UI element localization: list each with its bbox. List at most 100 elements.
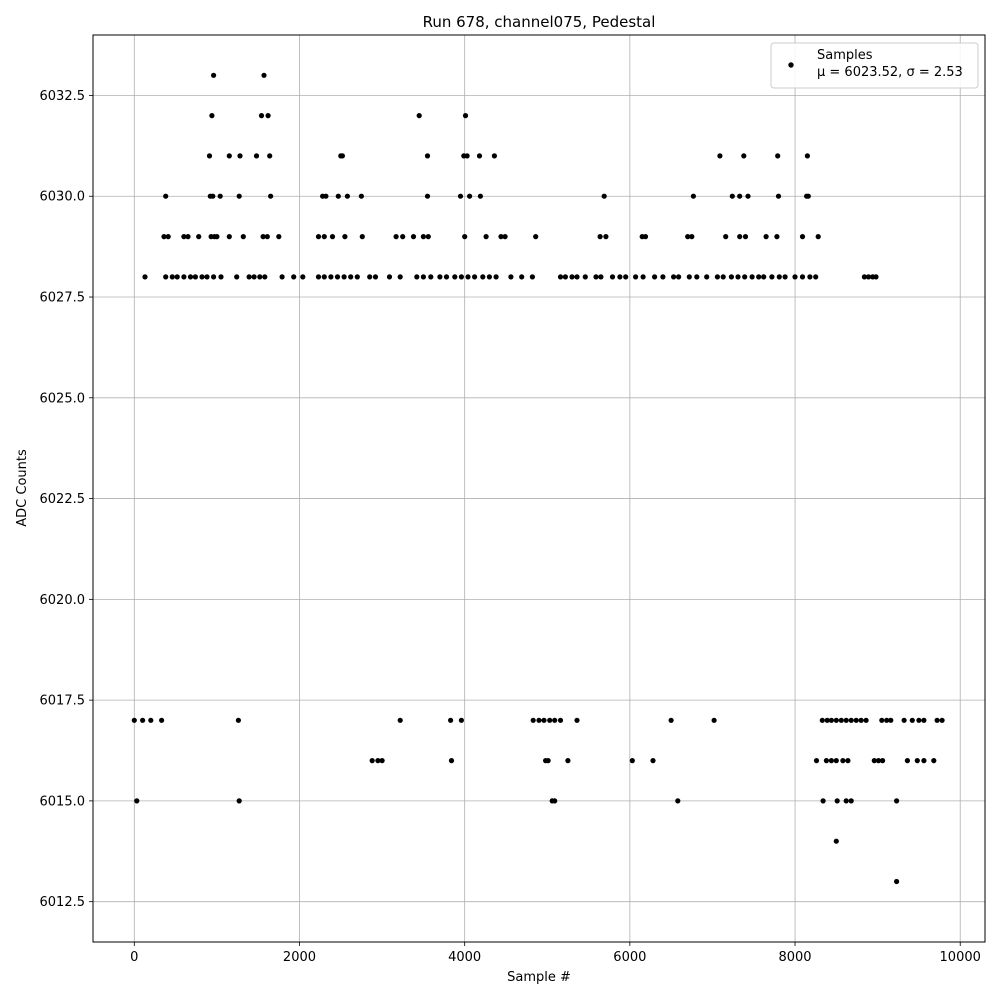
data-point (675, 798, 681, 804)
data-point (916, 717, 922, 723)
data-point (650, 758, 656, 764)
data-point (552, 717, 558, 723)
data-point (884, 717, 890, 723)
data-point (187, 274, 194, 280)
data-point (629, 758, 635, 764)
data-point (218, 274, 224, 280)
data-point (315, 274, 322, 280)
legend-stats: μ = 6023.52, σ = 2.53 (817, 65, 963, 80)
data-point (815, 234, 821, 240)
data-point (502, 234, 508, 240)
data-point (359, 234, 365, 240)
data-point (342, 234, 348, 240)
data-point (375, 758, 381, 764)
data-point (321, 234, 327, 240)
data-point (279, 274, 285, 280)
data-point (676, 274, 682, 280)
data-point (165, 234, 171, 240)
data-point (226, 234, 232, 240)
data-point (690, 193, 697, 199)
data-point (848, 717, 854, 723)
data-point (834, 798, 840, 804)
data-point (420, 274, 426, 280)
data-point (617, 274, 623, 280)
data-point (234, 274, 240, 280)
data-point (196, 234, 202, 240)
data-point (894, 878, 900, 885)
data-point (723, 234, 729, 240)
data-point (204, 274, 210, 280)
data-point (805, 193, 811, 199)
x-tick-label: 0 (130, 950, 138, 965)
data-point (840, 758, 846, 764)
data-point (344, 193, 350, 199)
data-point (668, 717, 674, 723)
data-point (493, 274, 499, 280)
x-tick-label: 10000 (940, 950, 981, 965)
data-point (838, 717, 844, 723)
data-point (939, 717, 945, 723)
data-point (541, 717, 547, 723)
data-point (467, 193, 473, 199)
grid (93, 35, 985, 942)
data-point (397, 717, 403, 723)
data-point (863, 717, 869, 723)
data-point (742, 274, 748, 280)
data-point (909, 717, 915, 723)
data-point (756, 274, 762, 280)
legend-marker (788, 62, 794, 68)
data-point (226, 153, 232, 159)
data-point (163, 193, 169, 199)
data-point (348, 274, 354, 280)
data-point (774, 234, 780, 240)
data-point (686, 274, 692, 280)
data-point (339, 153, 345, 159)
data-point (598, 274, 604, 280)
data-point (192, 274, 198, 280)
data-point (354, 274, 360, 280)
data-point (262, 274, 268, 280)
data-point (257, 274, 263, 280)
legend-series-name: Samples (817, 48, 873, 63)
data-point (623, 274, 629, 280)
data-point (574, 717, 580, 723)
data-point (557, 717, 564, 723)
data-point (685, 234, 691, 240)
y-tick-label: 6025.0 (40, 391, 86, 406)
plot-frame (92, 34, 986, 943)
data-point (776, 274, 782, 280)
data-point (246, 274, 252, 280)
data-point (464, 153, 470, 159)
data-point (483, 234, 489, 240)
data-point (315, 234, 322, 240)
data-point (694, 274, 700, 280)
data-point (833, 758, 839, 764)
data-point (410, 234, 417, 240)
data-point (557, 274, 564, 280)
x-tick-label: 2000 (283, 950, 316, 965)
data-point (240, 234, 246, 240)
data-point (276, 234, 282, 240)
data-point (742, 234, 749, 240)
y-axis-label: ADC Counts (15, 449, 30, 527)
data-point (843, 798, 849, 804)
data-point (210, 193, 216, 199)
data-point (472, 274, 478, 280)
data-point (386, 274, 393, 280)
data-point (458, 717, 464, 723)
data-point (253, 153, 260, 159)
data-point (335, 193, 341, 199)
data-point (871, 758, 877, 764)
data-point (603, 234, 609, 240)
data-point (536, 717, 542, 723)
data-point (717, 153, 723, 159)
data-point (424, 153, 431, 159)
data-point (823, 758, 830, 764)
data-point (452, 274, 458, 280)
data-point (251, 274, 257, 280)
data-point (498, 234, 504, 240)
y-tick-label: 6017.5 (40, 694, 86, 709)
data-point (875, 758, 882, 764)
data-point (671, 274, 677, 280)
data-point (159, 717, 165, 723)
